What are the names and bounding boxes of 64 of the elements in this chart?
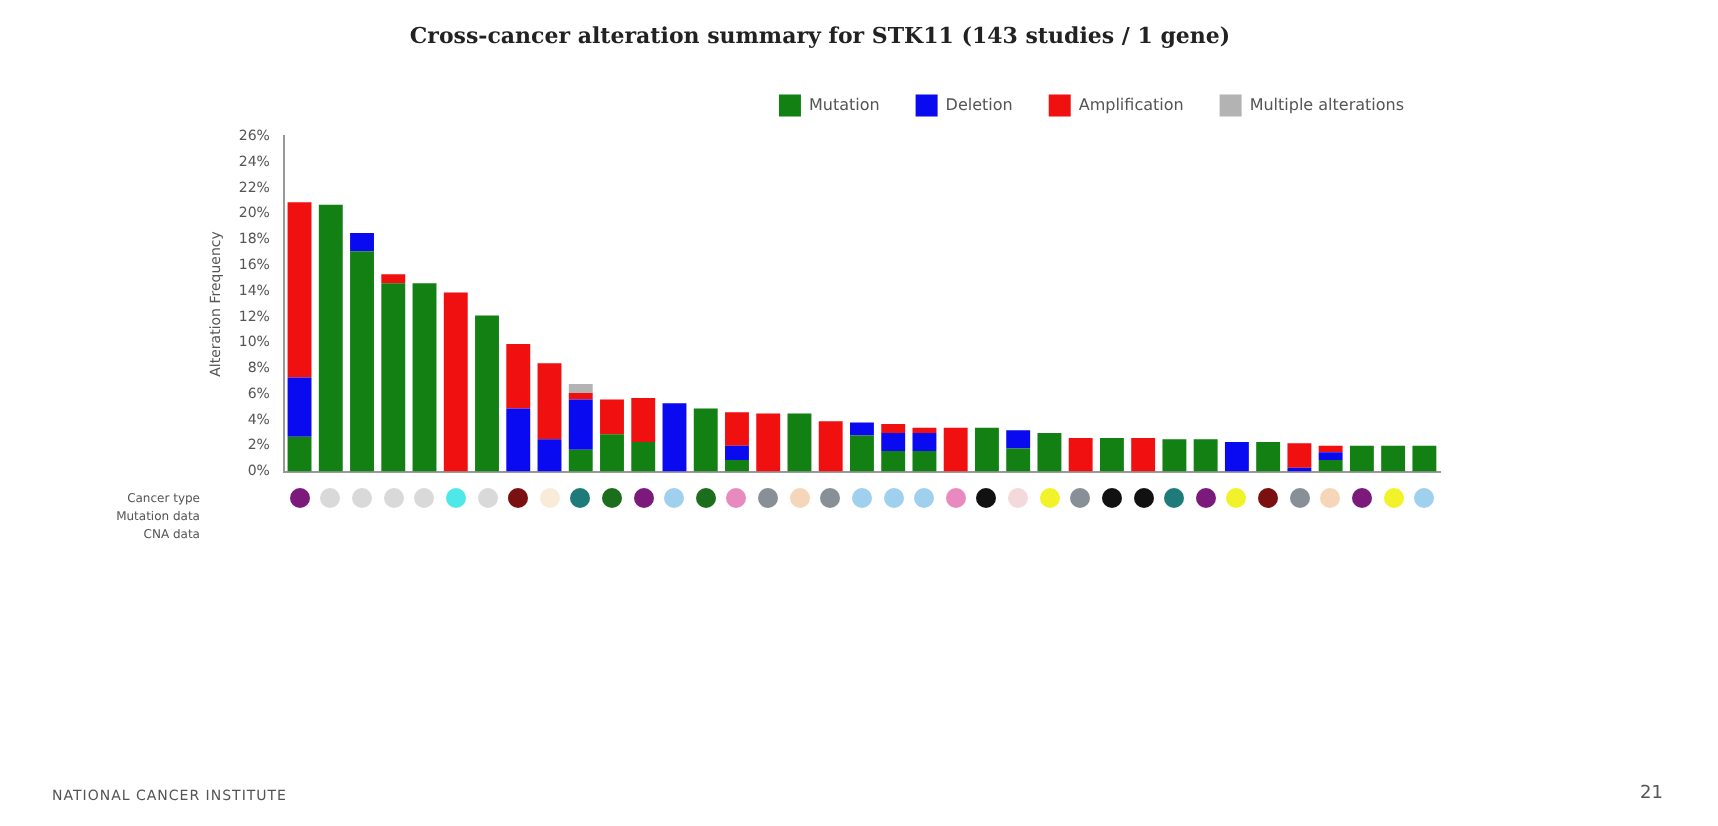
bar xyxy=(412,283,437,472)
legend-label: Amplification xyxy=(1078,95,1184,114)
text: 21 xyxy=(1640,784,1663,804)
bar xyxy=(381,283,406,472)
bar xyxy=(912,427,937,433)
bar xyxy=(537,363,562,440)
bar xyxy=(725,445,749,460)
bar xyxy=(506,343,531,409)
bar xyxy=(287,377,312,437)
bar xyxy=(568,383,593,393)
bar xyxy=(850,422,874,436)
bar xyxy=(506,408,531,472)
bar xyxy=(943,427,968,472)
bar xyxy=(881,423,906,433)
bar xyxy=(381,274,406,284)
bar xyxy=(443,292,468,472)
bar xyxy=(787,413,812,472)
bar xyxy=(1068,438,1093,472)
bar xyxy=(1006,448,1031,472)
bar xyxy=(600,399,624,435)
bar xyxy=(881,450,906,472)
bar xyxy=(1349,445,1374,472)
bar xyxy=(912,450,937,472)
bar xyxy=(1224,441,1249,472)
bar xyxy=(287,436,312,472)
bar xyxy=(1162,439,1187,472)
bar xyxy=(725,460,749,472)
bar xyxy=(568,449,593,472)
bar xyxy=(1381,445,1406,472)
bar xyxy=(631,441,656,472)
bar xyxy=(287,202,312,378)
bar xyxy=(568,399,593,450)
bar xyxy=(693,408,718,472)
bar xyxy=(1412,445,1437,472)
bar xyxy=(350,251,374,472)
bar xyxy=(1193,439,1218,472)
legend-label: Multiple alterations xyxy=(1249,95,1404,114)
bar xyxy=(662,403,687,472)
bar xyxy=(756,413,781,472)
bar xyxy=(850,435,874,472)
bar xyxy=(600,434,624,472)
bar xyxy=(1131,438,1156,472)
legend-label: Mutation xyxy=(808,95,880,114)
bar xyxy=(1318,445,1343,453)
bar xyxy=(350,233,374,252)
bar xyxy=(318,204,343,472)
chart-title: Cross-cancer alteration summary for STK11 (143 studies / 1 gene) xyxy=(409,22,1231,49)
bar xyxy=(631,398,656,442)
bar xyxy=(1287,443,1312,468)
bar xyxy=(725,412,749,446)
bar xyxy=(1099,438,1124,472)
bar xyxy=(818,421,843,472)
bar xyxy=(1006,430,1031,449)
bar xyxy=(912,432,937,451)
bar xyxy=(568,392,593,400)
bar xyxy=(475,315,499,472)
bar xyxy=(1256,441,1281,472)
bar xyxy=(537,439,562,472)
bar xyxy=(974,427,999,472)
legend-label: Deletion xyxy=(945,95,1013,114)
bar xyxy=(1037,432,1062,472)
bar xyxy=(881,432,906,451)
bar xyxy=(1318,452,1343,460)
bar xyxy=(1318,460,1343,472)
